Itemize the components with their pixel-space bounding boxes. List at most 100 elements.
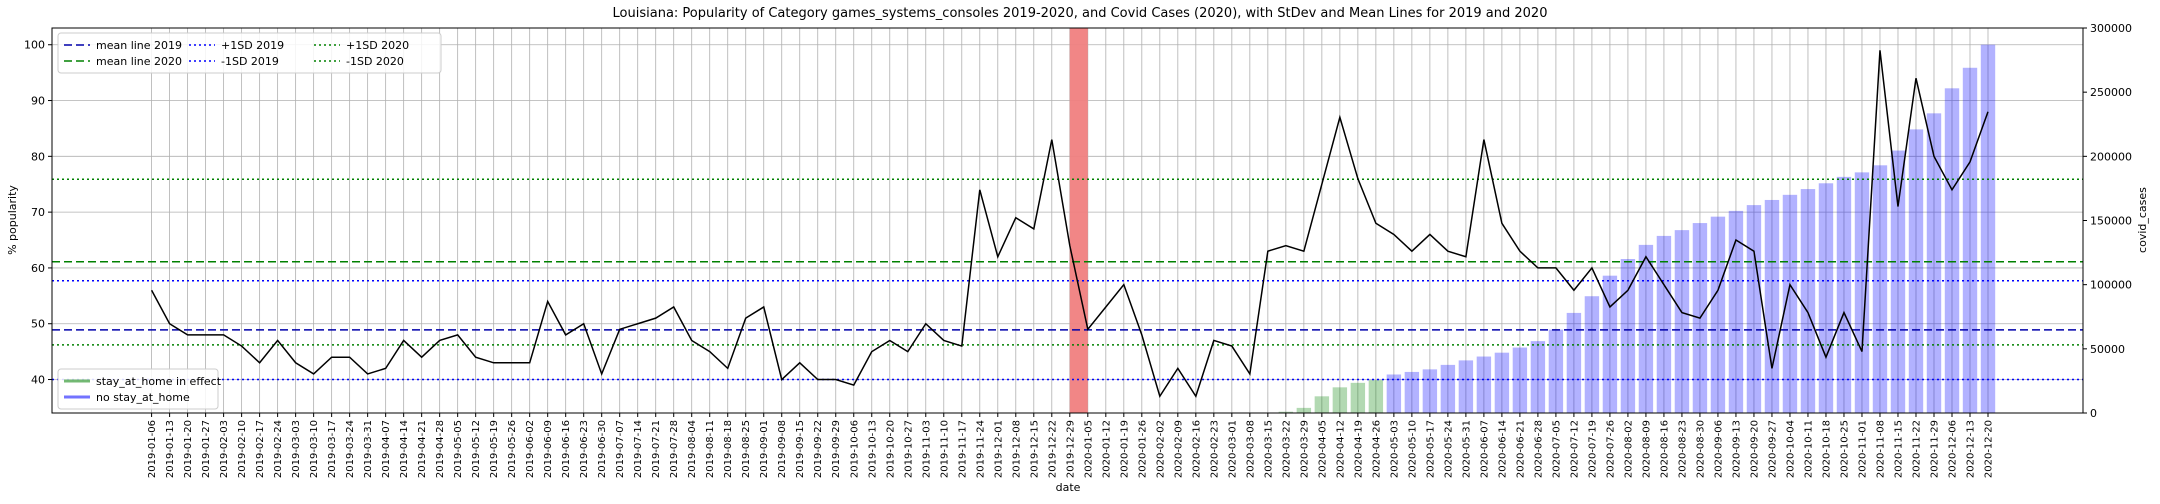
- bar: [1386, 374, 1402, 413]
- x-tick-label: 2019-09-15: [795, 420, 806, 478]
- y-tick-label: 60: [31, 262, 45, 275]
- x-tick-label: 2019-08-18: [723, 420, 734, 478]
- x-tick-label: 2020-10-04: [1785, 420, 1796, 478]
- x-tick-label: 2019-02-24: [273, 420, 284, 478]
- bar: [1980, 44, 1996, 413]
- x-tick-label: 2020-05-10: [1407, 420, 1418, 478]
- x-tick-label: 2019-09-29: [831, 420, 842, 478]
- x-tick-label: 2019-04-28: [435, 420, 446, 478]
- x-tick-label: 2019-06-09: [543, 420, 554, 478]
- x-tick-label: 2020-10-25: [1839, 420, 1850, 478]
- x-tick-label: 2019-01-20: [183, 420, 194, 478]
- x-tick-label: 2019-01-06: [147, 420, 158, 478]
- x-tick-label: 2020-01-05: [1083, 420, 1094, 478]
- x-tick-label: 2020-12-06: [1947, 420, 1958, 478]
- y-tick-label: 80: [31, 150, 45, 163]
- bar: [1440, 364, 1456, 413]
- x-tick-label: 2020-12-20: [1984, 420, 1995, 478]
- x-tick-label: 2019-11-03: [921, 420, 932, 478]
- x-tick-label: 2020-09-27: [1767, 420, 1778, 478]
- bar: [1296, 407, 1312, 413]
- x-tick-label: 2019-11-17: [957, 420, 968, 478]
- x-tick-label: 2019-04-14: [399, 420, 410, 478]
- x-tick-label: 2019-07-14: [633, 420, 644, 478]
- x-tick-label: 2019-05-19: [489, 420, 500, 478]
- y-axis-label: % popularity: [6, 185, 19, 255]
- legend-label: +1SD 2020: [346, 39, 409, 52]
- x-tick-label: 2019-06-30: [597, 420, 608, 478]
- bar: [1278, 411, 1294, 413]
- plot-frame: [51, 27, 2084, 414]
- legend-label: +1SD 2019: [221, 39, 284, 52]
- x-tick-label: 2020-05-24: [1443, 420, 1454, 478]
- y2-tick-label: 200000: [2090, 150, 2132, 163]
- x-tick-label: 2020-05-17: [1425, 420, 1436, 478]
- bar: [1314, 396, 1330, 413]
- x-tick-label: 2019-02-03: [219, 420, 230, 478]
- y2-tick-label: 250000: [2090, 86, 2132, 99]
- bar: [1368, 380, 1384, 413]
- x-tick-label: 2020-08-23: [1677, 420, 1688, 478]
- y-tick-label: 50: [31, 318, 45, 331]
- x-tick-label: 2019-09-08: [777, 420, 788, 478]
- bar: [1872, 165, 1888, 413]
- x-tick-label: 2020-12-13: [1965, 420, 1976, 478]
- x-tick-label: 2019-04-21: [417, 420, 428, 478]
- x-tick-label: 2019-05-26: [507, 420, 518, 478]
- x-tick-label: 2019-04-07: [381, 420, 392, 478]
- x-tick-label: 2019-05-12: [471, 420, 482, 478]
- legend-label: -1SD 2020: [346, 55, 404, 68]
- legend-label: mean line 2020: [96, 55, 182, 68]
- bar: [1890, 150, 1906, 413]
- x-tick-label: 2020-04-05: [1317, 420, 1328, 478]
- legend-label: stay_at_home in effect: [96, 375, 222, 388]
- year-boundary-band: [1069, 28, 1088, 413]
- legend-box: [57, 368, 219, 410]
- x-tick-label: 2020-08-09: [1641, 420, 1652, 478]
- x-tick-label: 2020-08-16: [1659, 420, 1670, 478]
- x-tick-label: 2019-12-08: [1011, 420, 1022, 478]
- chart-title: Louisiana: Popularity of Category games_…: [613, 6, 1548, 21]
- x-tick-label: 2020-07-26: [1605, 420, 1616, 478]
- x-tick-label: 2019-01-13: [165, 420, 176, 478]
- x-tick-label: 2020-06-07: [1479, 420, 1490, 478]
- x-tick-label: 2020-01-19: [1119, 420, 1130, 478]
- x-tick-label: 2020-11-29: [1929, 420, 1940, 478]
- x-tick-label: 2019-03-24: [345, 420, 356, 478]
- bar: [1350, 382, 1366, 413]
- x-tick-label: 2019-11-10: [939, 420, 950, 478]
- x-tick-label: 2020-04-26: [1371, 420, 1382, 478]
- x-tick-label: 2020-02-16: [1191, 420, 1202, 478]
- y-tick-label: 40: [31, 374, 45, 387]
- legend-label: mean line 2019: [96, 39, 182, 52]
- x-tick-label: 2020-11-01: [1857, 420, 1868, 478]
- x-tick-label: 2020-06-14: [1497, 420, 1508, 478]
- bar: [1836, 176, 1852, 413]
- x-tick-label: 2020-04-12: [1335, 420, 1346, 478]
- x-tick-label: 2019-12-01: [993, 420, 1004, 478]
- x-tick-label: 2019-10-13: [867, 420, 878, 478]
- x-tick-label: 2020-03-29: [1299, 420, 1310, 478]
- bar: [1620, 259, 1636, 413]
- x-tick-label: 2019-12-29: [1065, 420, 1076, 478]
- x-tick-label: 2019-06-02: [525, 420, 536, 478]
- x-tick-label: 2020-06-21: [1515, 420, 1526, 478]
- x-tick-label: 2019-10-20: [885, 420, 896, 478]
- bar: [1800, 189, 1816, 413]
- x-tick-label: 2019-06-23: [579, 420, 590, 478]
- x-tick-label: 2020-05-03: [1389, 420, 1400, 478]
- bar: [1512, 347, 1528, 413]
- x-tick-label: 2020-03-15: [1263, 420, 1274, 478]
- x-tick-label: 2019-07-21: [651, 420, 662, 478]
- legend-label: no stay_at_home: [96, 391, 190, 404]
- popularity-line: [150, 50, 1989, 399]
- y2-tick-label: 0: [2090, 407, 2097, 420]
- x-tick-label: 2020-09-20: [1749, 420, 1760, 478]
- x-tick-label: 2020-09-13: [1731, 420, 1742, 478]
- bar: [1332, 387, 1348, 413]
- x-tick-label: 2020-03-08: [1245, 420, 1256, 478]
- x-tick-label: 2019-03-31: [363, 420, 374, 478]
- x-tick-label: 2019-08-04: [687, 420, 698, 478]
- bar: [1764, 199, 1780, 413]
